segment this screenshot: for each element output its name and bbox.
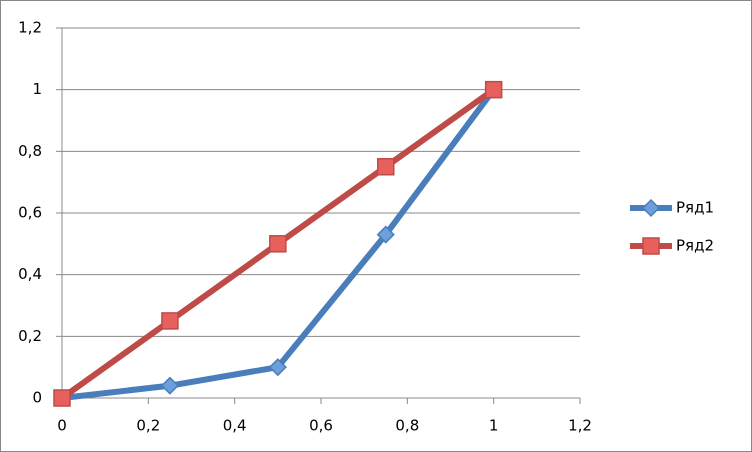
marker (377, 158, 395, 176)
marker (53, 389, 71, 407)
y-tick-label: 1,2 (18, 19, 42, 37)
y-tick-label: 0,6 (18, 204, 42, 222)
x-tick-label: 1,2 (568, 417, 592, 435)
x-tick-label: 1 (489, 417, 499, 435)
y-tick-label: 0,2 (18, 327, 42, 345)
marker (376, 225, 395, 244)
marker (269, 235, 287, 253)
marker (484, 80, 503, 99)
y-tick-label: 0 (32, 389, 42, 407)
y-tick-label: 0,4 (18, 265, 42, 283)
marker (268, 358, 287, 377)
y-tick-label: 1 (32, 80, 42, 98)
legend-label: Ряд1 (676, 199, 714, 217)
marker (642, 237, 660, 255)
marker (160, 376, 179, 395)
marker (641, 198, 661, 218)
x-tick-label: 0,8 (395, 417, 419, 435)
y-tick-label: 0,8 (18, 142, 42, 160)
x-tick-label: 0,2 (136, 417, 160, 435)
x-tick-label: 0,6 (309, 417, 333, 435)
legend-label: Ряд2 (676, 237, 714, 255)
marker (161, 312, 179, 330)
x-tick-label: 0,4 (223, 417, 247, 435)
x-tick-label: 0 (57, 417, 67, 435)
